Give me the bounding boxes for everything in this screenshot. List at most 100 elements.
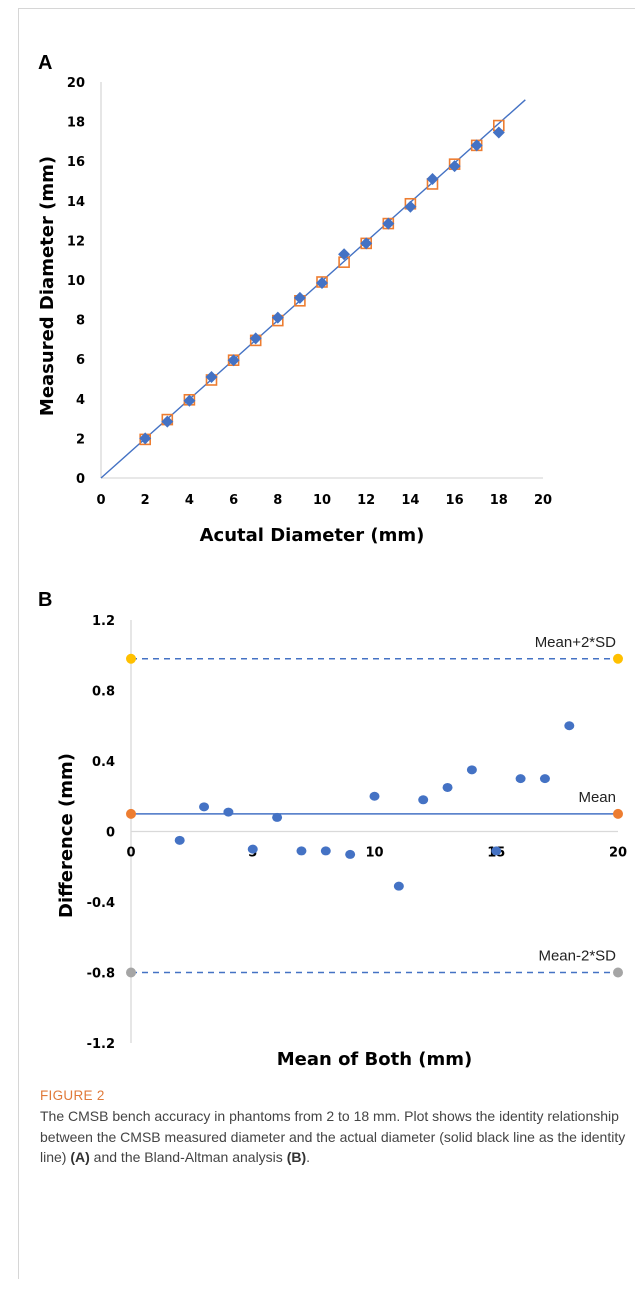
panel-b-chart: B 1.2 0.8 0.4 0 -0.4 -0.8 -1.2 05101520 Mean+2… <box>38 589 627 1070</box>
figure-frame <box>18 8 635 1279</box>
panel-b-y-tick-label: 0.4 <box>92 755 115 770</box>
panel-a-diamond-marker <box>382 217 395 230</box>
panel-b-data-point <box>466 765 477 775</box>
panel-a-diamond-marker <box>205 371 218 384</box>
panel-a-y-tick-label: 0 <box>76 472 85 487</box>
panel-b-letter: B <box>38 589 52 611</box>
panel-a-y-tick-label: 18 <box>67 116 85 131</box>
panel-a-diamond-marker <box>227 354 240 367</box>
panel-b-data-point <box>296 846 307 856</box>
panel-b-data-point <box>345 849 356 859</box>
caption-part-3: . <box>306 1149 311 1165</box>
panel-a-x-tick-label: 4 <box>185 493 194 508</box>
panel-a-x-tick-label: 8 <box>273 493 282 508</box>
panel-b-y-tick-label: -1.2 <box>87 1037 115 1052</box>
panel-b-reference-label: Mean+2*SD <box>535 634 616 651</box>
panel-a-chart: A 0 2 4 6 8 10 12 14 16 18 20 0 2 4 6 8 10 12 14 16 18 20 Me… <box>37 52 552 546</box>
panel-b-reference-lines: Mean+2*SD Mean Mean-2*SD <box>126 634 623 978</box>
panel-b-x-tick-label: 10 <box>365 846 383 861</box>
panel-b-data-point <box>369 791 380 801</box>
panel-b-x-tick-label: 20 <box>609 846 627 861</box>
panel-b-reference-label: Mean <box>578 789 616 806</box>
panel-a-y-axis-title: Measured Diameter (mm) <box>37 156 58 416</box>
panel-b-data-point <box>223 807 234 817</box>
panel-a-y-tick-label: 6 <box>76 353 85 368</box>
panel-b-reference-endpoint <box>126 653 136 664</box>
panel-b-data-point <box>393 881 404 891</box>
panel-b-reference-endpoint <box>613 808 623 819</box>
panel-b-data-point <box>320 846 331 856</box>
figure-label: FIGURE 2 <box>40 1088 105 1103</box>
panel-b-y-axis-title: Difference (mm) <box>56 753 77 918</box>
panel-b-x-ticks: 05101520 <box>126 846 627 861</box>
figure-charts: A 0 2 4 6 8 10 12 14 16 18 20 0 2 4 6 8 10 12 14 16 18 20 Me… <box>37 52 627 1070</box>
panel-b-data-point <box>199 802 210 812</box>
panel-a-x-ticks: 0 2 4 6 8 10 12 14 16 18 20 <box>96 493 552 508</box>
panel-a-diamond-marker <box>426 173 439 186</box>
panel-a-x-tick-label: 10 <box>313 493 331 508</box>
panel-a-diamond-marker <box>316 276 328 289</box>
caption-part-1: The CMSB bench accuracy in phantoms from… <box>40 1108 626 1165</box>
panel-b-data-point <box>272 812 283 822</box>
panel-a-y-tick-label: 14 <box>67 195 85 210</box>
panel-b-reference-endpoint <box>613 653 623 664</box>
panel-a-y-tick-label: 4 <box>76 393 85 408</box>
panel-b-y-tick-label: 1.2 <box>92 614 115 629</box>
panel-b-data-point <box>418 795 429 805</box>
panel-a-diamond-marker <box>161 415 174 428</box>
panel-a-data-points <box>139 119 505 446</box>
panel-b-reference-endpoint <box>126 967 136 978</box>
panel-b-x-tick-label: 0 <box>126 846 135 861</box>
panel-a-diamond-marker <box>448 160 461 173</box>
panel-a-x-tick-label: 16 <box>446 493 464 508</box>
panel-a-x-tick-label: 0 <box>96 493 105 508</box>
panel-b-y-tick-label: 0 <box>106 826 115 841</box>
panel-a-axes <box>100 82 543 479</box>
panel-a-diamond-marker <box>404 200 417 213</box>
panel-a-x-tick-label: 20 <box>534 493 552 508</box>
figure-caption-text: The CMSB bench accuracy in phantoms from… <box>40 1106 632 1168</box>
caption-ref-a: (A) <box>70 1149 90 1165</box>
caption-ref-b: (B) <box>286 1149 307 1165</box>
panel-a-y-ticks: 0 2 4 6 8 10 12 14 16 18 20 <box>67 76 85 487</box>
caption-part-2: and the Bland-Altman analysis <box>89 1149 287 1165</box>
panel-a-x-tick-label: 12 <box>357 493 375 508</box>
panel-a-x-tick-label: 18 <box>490 493 508 508</box>
panel-b-x-axis-title: Mean of Both (mm) <box>277 1049 473 1070</box>
panel-a-y-tick-label: 12 <box>67 234 85 249</box>
panel-b-reference-label: Mean-2*SD <box>538 948 616 965</box>
panel-b-data-point <box>442 782 453 792</box>
panel-b-data-points <box>174 721 575 891</box>
panel-b-y-ticks: 1.2 0.8 0.4 0 -0.4 -0.8 -1.2 <box>87 614 115 1052</box>
panel-a-diamond-marker <box>360 237 373 250</box>
panel-a-x-tick-label: 2 <box>141 493 150 508</box>
panel-a-letter: A <box>38 52 52 74</box>
figure-caption: FIGURE 2 The CMSB bench accuracy in phan… <box>40 1088 632 1168</box>
panel-a-y-tick-label: 2 <box>76 432 85 447</box>
panel-b-y-tick-label: 0.8 <box>92 685 115 700</box>
panel-a-diamond-marker <box>183 394 196 407</box>
panel-b-data-point <box>515 774 526 784</box>
panel-a-diamond-marker <box>249 332 262 345</box>
panel-a-diamond-marker <box>293 291 306 304</box>
panel-a-y-tick-label: 10 <box>67 274 85 289</box>
panel-a-diamond-marker <box>470 139 483 152</box>
panel-a-diamond-marker <box>338 248 351 261</box>
panel-b-data-point <box>174 835 185 845</box>
panel-a-y-tick-label: 8 <box>76 314 85 329</box>
panel-a-diamond-marker <box>271 311 284 324</box>
panel-a-diamond-marker <box>492 126 505 139</box>
panel-a-diamond-marker <box>139 432 152 445</box>
panel-a-x-axis-title: Acutal Diameter (mm) <box>200 525 425 546</box>
panel-b-reference-endpoint <box>126 808 136 819</box>
panel-b-axes <box>130 620 618 1043</box>
panel-a-x-tick-label: 14 <box>401 493 419 508</box>
panel-b-y-tick-label: -0.8 <box>87 967 115 982</box>
panel-a-x-tick-label: 6 <box>229 493 238 508</box>
panel-b-y-tick-label: -0.4 <box>87 896 115 911</box>
panel-b-data-point <box>247 844 258 854</box>
panel-b-data-point <box>564 721 575 731</box>
panel-b-reference-endpoint <box>613 967 623 978</box>
panel-b-data-point <box>491 846 502 856</box>
panel-b-data-point <box>539 774 550 784</box>
